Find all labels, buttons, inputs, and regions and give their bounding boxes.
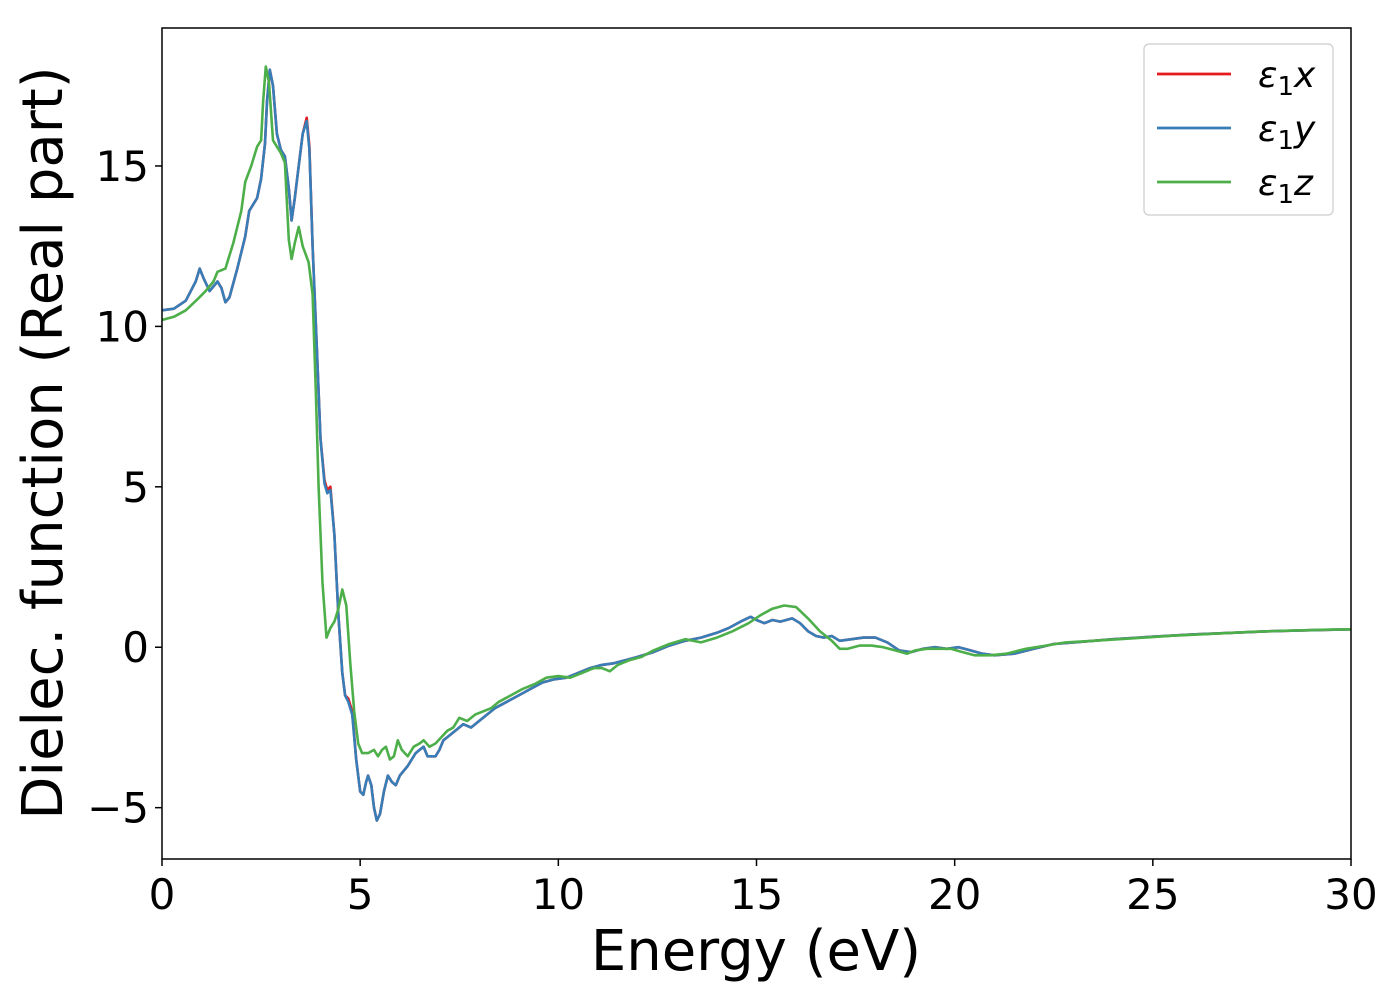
y-tick-label: 0 <box>122 623 149 672</box>
legend-label-x: ε1x <box>1258 55 1316 102</box>
x-tick-label: 20 <box>928 870 981 919</box>
y-axis: −5 0 5 10 15 <box>87 142 162 833</box>
y-tick-label: 10 <box>96 302 149 351</box>
series-layer <box>162 65 1351 822</box>
x-axis: 0 5 10 15 20 25 30 <box>149 859 1378 919</box>
legend-box <box>1143 43 1334 216</box>
x-tick-label: 10 <box>532 870 585 919</box>
x-tick-label: 30 <box>1324 870 1377 919</box>
legend: ε1x ε1y ε1z <box>1143 43 1334 216</box>
y-tick-label: 15 <box>96 142 149 191</box>
series-line-z <box>162 65 1351 761</box>
x-tick-label: 5 <box>347 870 374 919</box>
y-tick-label: −5 <box>87 784 149 833</box>
y-axis-label: Dielec. function (Real part) <box>11 66 76 819</box>
legend-label-y: ε1y <box>1258 109 1316 156</box>
legend-label-z: ε1z <box>1258 163 1314 210</box>
x-tick-label: 0 <box>149 870 176 919</box>
x-axis-label: Energy (eV) <box>591 919 921 984</box>
x-tick-label: 25 <box>1126 870 1179 919</box>
series-line-y <box>162 68 1351 822</box>
x-tick-label: 15 <box>730 870 783 919</box>
y-tick-label: 5 <box>122 463 149 512</box>
